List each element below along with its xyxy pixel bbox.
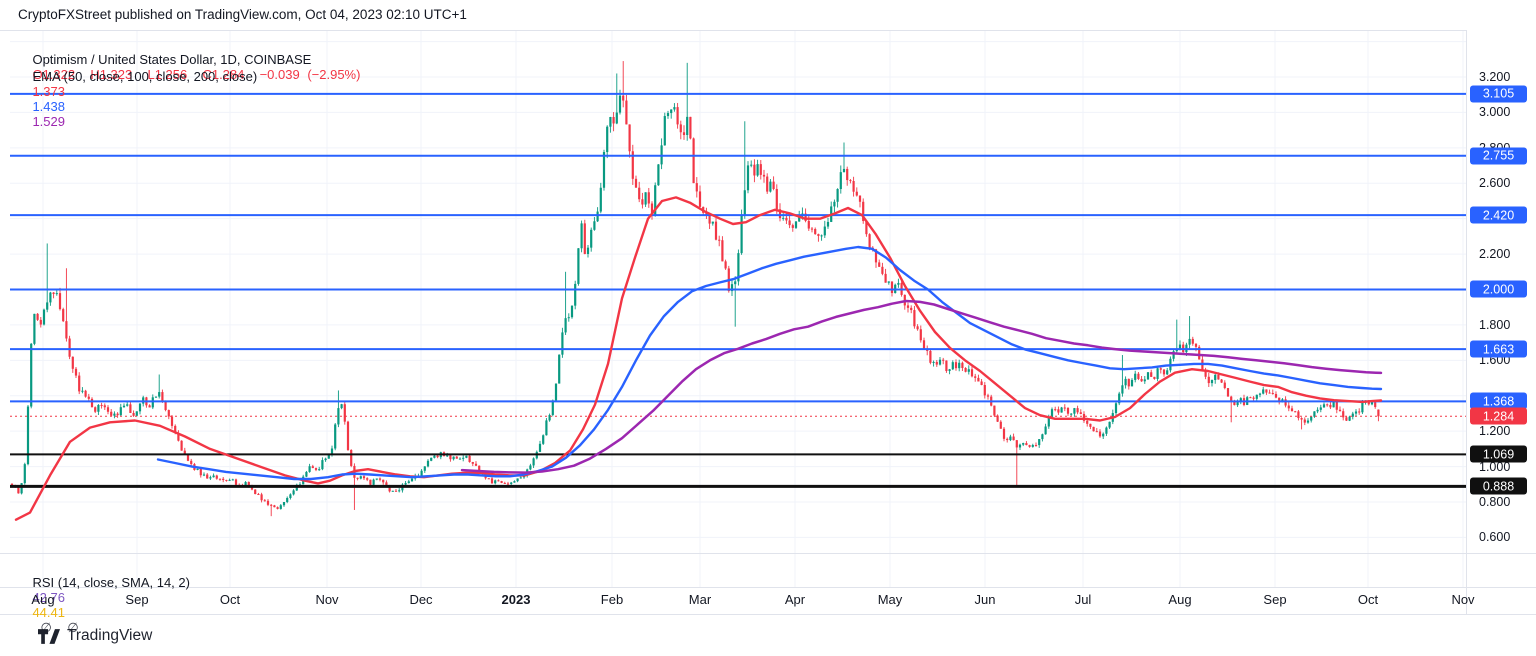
month-label: Aug [31, 592, 55, 607]
timeline-border [0, 614, 1536, 615]
rsi-empty-values: ∅ ∅ [40, 620, 85, 635]
month-label: 2023 [501, 592, 531, 607]
month-label: Jun [974, 592, 996, 607]
month-label: Oct [219, 592, 241, 607]
rsi-legend[interactable]: RSI (14, close, SMA, 14, 2) 42.76 44.41 … [18, 560, 197, 651]
rsi-value-2: 44.41 [32, 605, 65, 620]
price-tick-label: 1.800 [1477, 317, 1513, 332]
rsi-value-1: 42.76 [32, 590, 65, 605]
month-label: Mar [688, 592, 712, 607]
time-axis[interactable]: Aug Sep Oct Nov Dec 2023 Feb Mar Apr May Jun Jul Aug… [0, 588, 1475, 614]
rsi-divider [0, 587, 1536, 588]
ema-legend[interactable]: EMA (50, close, 100, close, 200, close) … [18, 54, 264, 144]
tradingview-logo[interactable]: TradingView [38, 627, 152, 645]
ema-label: EMA (50, close, 100, close, 200, close) [32, 69, 258, 84]
price-tick-label: 2.200 [1477, 247, 1513, 262]
month-label: Sep [1263, 592, 1287, 607]
month-label: Feb [600, 592, 624, 607]
price-tick-label: 0.600 [1477, 530, 1513, 545]
month-label: Nov [315, 592, 339, 607]
price-tick-label: 2.600 [1477, 176, 1513, 191]
ema50-value: 1.373 [32, 84, 65, 99]
ema200-value: 1.529 [32, 114, 65, 129]
header-divider [0, 30, 1536, 31]
price-tick-label: 1.000 [1477, 459, 1513, 474]
symbol-title: Optimism / United States Dollar, 1D, COI… [32, 52, 312, 67]
ema100-value: 1.438 [32, 99, 65, 114]
ohlc-values: O1.322 H1.323 L1.256 C1.284 −0.039 (−2.9… [32, 67, 361, 82]
month-label: Sep [125, 592, 149, 607]
last-price-label: 1.284 [1470, 407, 1527, 425]
published-line: CryptoFXStreet published on TradingView.… [18, 7, 467, 22]
ema-line [156, 245, 1383, 481]
price-tick-label: 3.200 [1477, 70, 1513, 84]
tradingview-logo-text: TradingView [67, 627, 153, 644]
month-label: Apr [784, 592, 806, 607]
gridlines [10, 30, 1466, 587]
month-label: Nov [1451, 592, 1475, 607]
level-price-label: 1.368 [1470, 392, 1527, 410]
month-label: Jul [1074, 592, 1092, 607]
price-tick-label: 0.800 [1477, 494, 1513, 509]
level-lines [10, 92, 1466, 488]
price-axis[interactable]: 3.2003.0002.8002.6002.2001.8001.6001.200… [1467, 30, 1536, 614]
level-price-label: 1.069 [1470, 445, 1527, 463]
ema-lines [14, 196, 1383, 521]
pane-divider[interactable] [0, 553, 1536, 554]
month-label: May [877, 592, 903, 607]
level-price-label: 3.105 [1470, 85, 1527, 103]
tradingview-logo-icon [38, 628, 60, 644]
month-label: Aug [1168, 592, 1192, 607]
level-price-label: 2.000 [1470, 280, 1527, 298]
month-label: Dec [409, 592, 433, 607]
candles-group [10, 61, 1380, 517]
publish-header: CryptoFXStreet published on TradingView.… [0, 0, 1536, 30]
ema-line [460, 299, 1383, 474]
axis-border [1466, 30, 1467, 614]
level-price-label: 2.420 [1470, 206, 1527, 224]
price-tick-label: 3.000 [1477, 105, 1513, 120]
level-price-label: 1.663 [1470, 340, 1527, 358]
rsi-label: RSI (14, close, SMA, 14, 2) [32, 575, 190, 590]
level-price-label: 2.755 [1470, 147, 1527, 165]
price-tick-label: 1.200 [1477, 424, 1513, 439]
symbol-legend[interactable]: Optimism / United States Dollar, 1D, COI… [18, 37, 360, 97]
month-label: Oct [1357, 592, 1379, 607]
level-price-label: 0.888 [1470, 477, 1527, 495]
ema-line [14, 196, 1383, 521]
